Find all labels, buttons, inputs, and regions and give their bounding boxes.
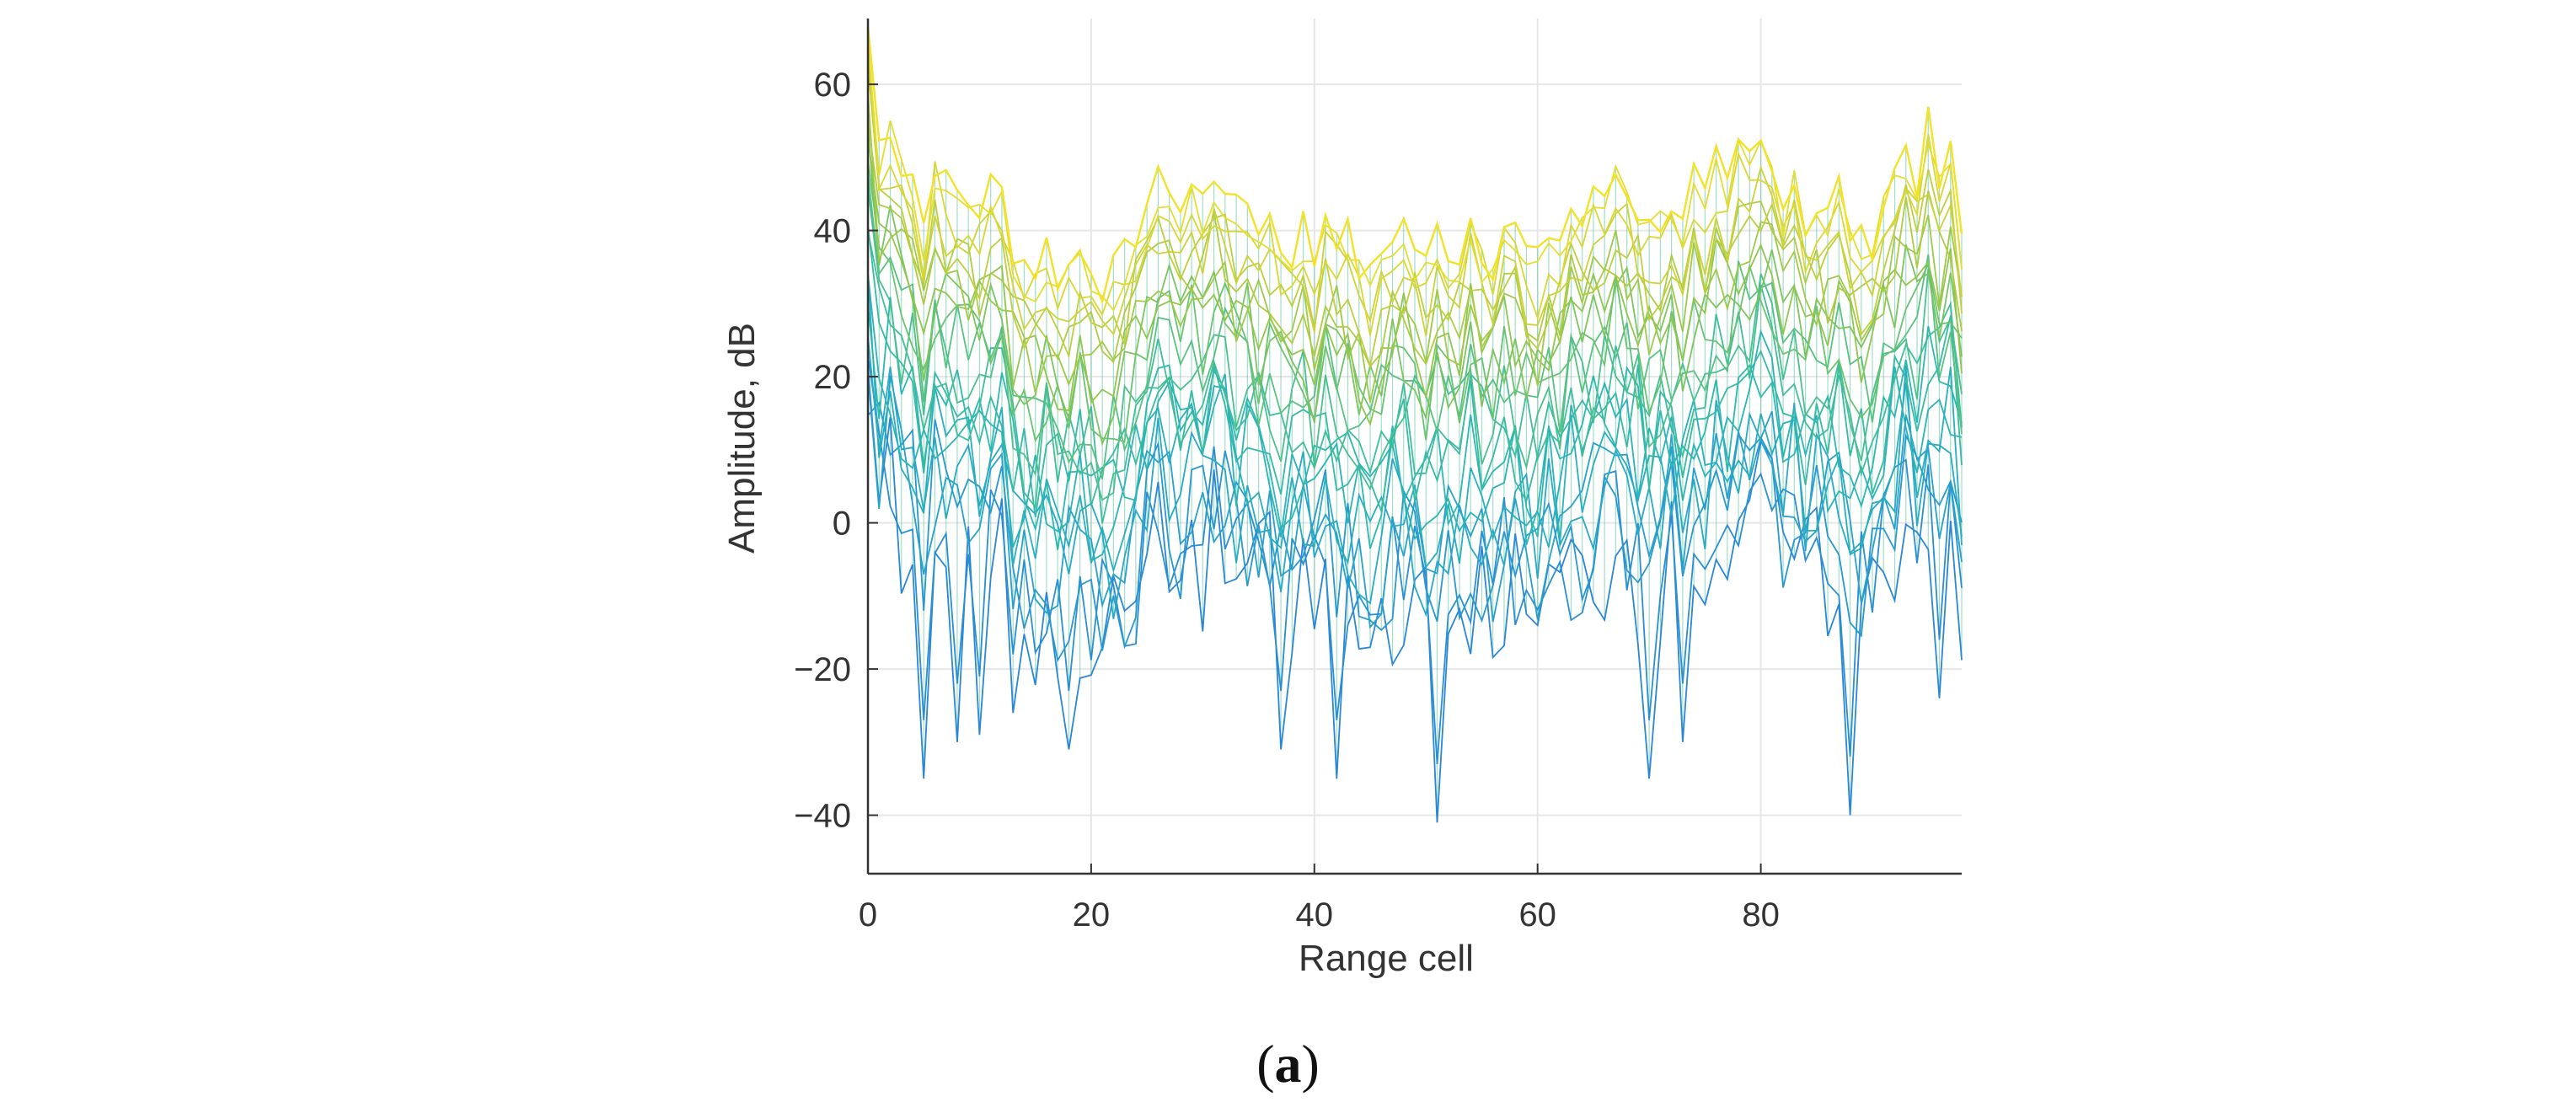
series-line-layer <box>867 274 1963 563</box>
series-line-profile-1 <box>866 26 1963 305</box>
x-tick-label: 80 <box>1742 896 1780 933</box>
series-line-layer <box>867 401 1963 663</box>
series-line-layer <box>867 138 1963 427</box>
series-line-layer <box>867 66 1963 369</box>
amplitude-profiles <box>866 26 1963 823</box>
y-tick-label: 20 <box>814 359 852 396</box>
x-tick-label: 40 <box>1296 896 1334 933</box>
y-tick-label: −20 <box>794 651 851 688</box>
y-tick-label: 40 <box>814 213 852 250</box>
caption-open-paren: ( <box>1256 1034 1275 1094</box>
axes <box>866 19 1962 875</box>
x-axis-label: Range cell <box>1299 938 1474 979</box>
series-line-layer <box>867 121 1963 368</box>
series-line-layer <box>867 225 1963 517</box>
caption-close-paren: ) <box>1301 1034 1320 1094</box>
series-line-layer <box>867 41 1963 313</box>
x-tick-label: 60 <box>1518 896 1556 933</box>
y-tick-label: 60 <box>814 67 852 104</box>
y-tick-label: 0 <box>833 506 851 543</box>
series-line-layer <box>867 128 1963 447</box>
x-tick-label: 20 <box>1073 896 1111 933</box>
series-line-layer <box>867 188 1963 501</box>
y-axis-label: Amplitude, dB <box>721 323 763 554</box>
series-line-layer <box>867 160 1963 443</box>
series-line-layer <box>867 231 1963 524</box>
y-tick-label: −40 <box>794 798 851 835</box>
x-tick-label: 0 <box>859 896 877 933</box>
series-line-layer <box>867 93 1963 404</box>
series-line-layer <box>867 297 1963 550</box>
figure-caption: (a) <box>0 1035 2576 1094</box>
caption-letter: a <box>1274 1034 1302 1094</box>
tick-labels: 0 20 40 60 80 −40 −20 0 20 40 60 <box>794 67 1780 933</box>
series-line-layer <box>867 47 1963 336</box>
